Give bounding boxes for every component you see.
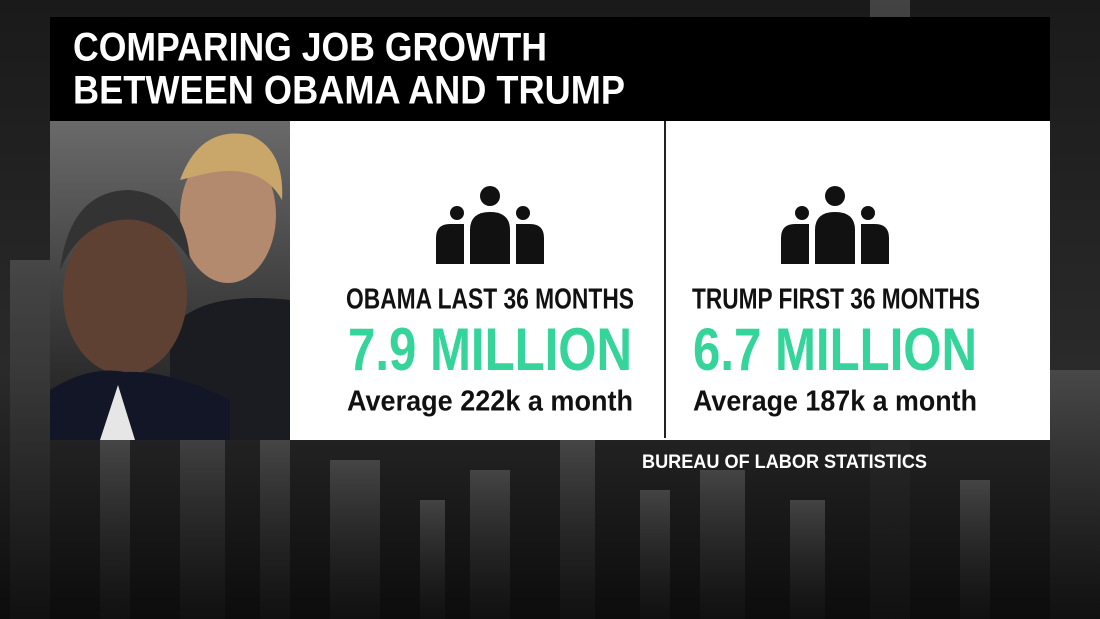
title-line: BETWEEN OBAMA AND TRUMP: [73, 69, 625, 113]
title-line: COMPARING JOB GROWTH: [73, 26, 547, 70]
source: BUREAU OF LABOR STATISTICS: [642, 452, 927, 473]
panel-detail: Average 222k a month: [347, 386, 633, 418]
panel-figure: 6.7 MILLION: [693, 316, 977, 383]
panel-detail: Average 187k a month: [693, 386, 977, 418]
title-bar: [50, 17, 1050, 121]
photo: [50, 121, 290, 440]
panel-figure: 7.9 MILLION: [348, 316, 632, 383]
panel-label: OBAMA LAST 36 MONTHS: [346, 284, 634, 316]
panel-label: TRUMP FIRST 36 MONTHS: [692, 284, 980, 316]
background-stripes: [10, 0, 1100, 619]
